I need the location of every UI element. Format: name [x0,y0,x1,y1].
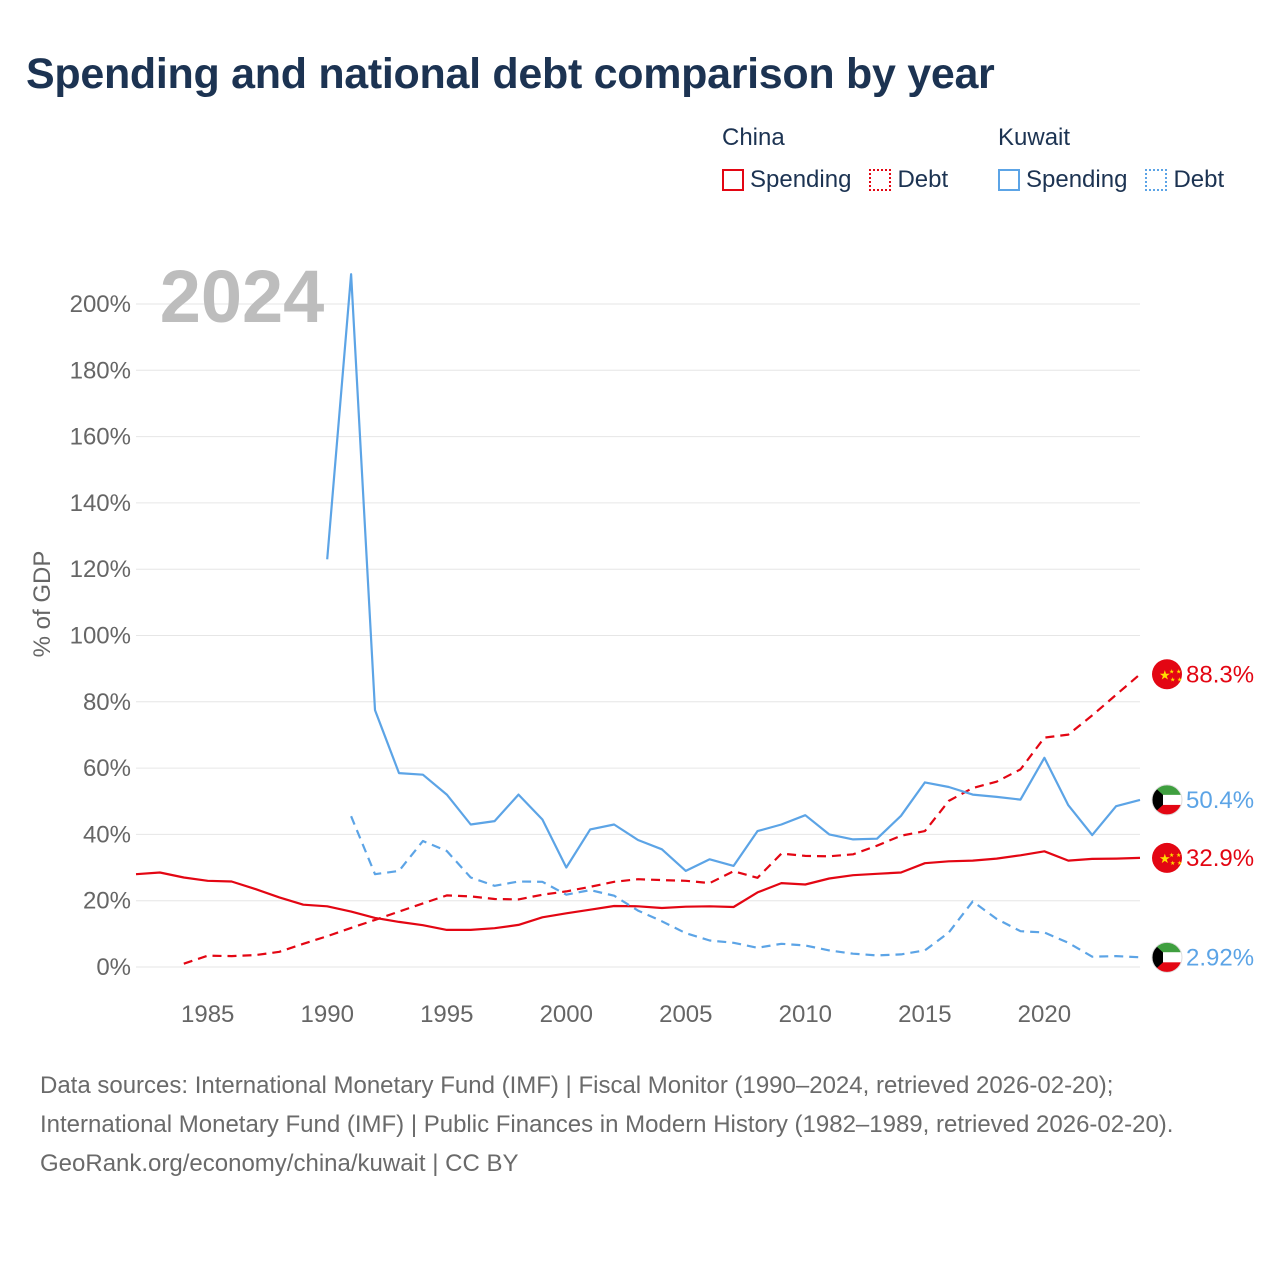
legend-country-label: China [722,124,785,151]
legend-item-label: Debt [1173,166,1225,193]
x-tick-label: 2020 [1018,1001,1071,1028]
y-axis-label: % of GDP [29,551,56,658]
legend-china: China Spending Debt [722,124,948,194]
x-tick-label: 1985 [181,1001,234,1028]
x-tick-label: 2010 [779,1001,832,1028]
legend-swatch-dotted [1145,169,1168,191]
legend-swatch-solid [722,169,744,191]
flag-star: ★ ★ [1170,860,1182,867]
legend-item-china-spending[interactable]: Spending [722,166,851,194]
footer: Data sources: International Monetary Fun… [40,1066,1240,1183]
end-label-kuwait-spending: 50.4% [1151,784,1254,816]
legend-item-label: Spending [1026,166,1128,193]
end-value-label: 32.9% [1186,845,1254,872]
flag-star: ★ [1159,667,1171,682]
legend-item-label: Spending [750,166,852,193]
end-label-china-debt: ★★ ★★ ★ 88.3% [1152,659,1254,690]
attribution: GeoRank.org/economy/china/kuwait | CC BY [40,1150,519,1177]
series-lines [135,273,1141,965]
y-tick-label: 0% [96,954,131,981]
y-tick-label: 120% [70,556,131,583]
legend-item-label: Debt [897,166,949,193]
legend-item-kuwait-spending[interactable]: Spending [998,166,1127,194]
china-flag-icon [1152,842,1182,873]
data-sources: Data sources: International Monetary Fun… [40,1072,1174,1138]
legend-item-kuwait-debt[interactable]: Debt [1145,166,1224,194]
line-chart: 2024 0% 20% 40% 60% 80% 100% 120% 140% 160% 180% 2… [29,255,1254,1028]
end-value-label: 88.3% [1186,661,1254,688]
y-tick-label: 20% [83,888,131,915]
x-tick-label: 1995 [420,1001,473,1028]
x-tick-label: 1990 [301,1001,354,1028]
y-tick-label: 140% [70,490,131,517]
kuwait-flag-icon [1152,942,1182,973]
flag-star: ★ [1159,851,1171,866]
y-tick-label: 60% [83,755,131,782]
y-tick-label: 160% [70,424,131,451]
flag-star: ★ ★ [1170,676,1182,683]
series-line-kuwait-debt[interactable] [350,815,1141,959]
kuwait-flag-icon [1152,784,1182,815]
end-label-china-spending: ★★ ★★ ★ 32.9% [1152,842,1254,873]
china-flag-icon [1152,659,1182,690]
legend-swatch-dotted [869,169,892,191]
legend-swatch-solid [998,169,1020,191]
y-tick-label: 180% [70,357,131,384]
x-tick-label: 2005 [659,1001,712,1028]
x-tick-label: 2000 [540,1001,593,1028]
flag-star: ★ ★ [1169,668,1181,675]
legend-kuwait: Kuwait Spending Debt [998,124,1224,194]
x-tick-label: 2015 [898,1001,951,1028]
series-line-china-debt[interactable] [183,673,1141,965]
x-axis-ticks: 1985 1990 1995 2000 2005 2010 2015 2020 [181,1001,1071,1028]
end-value-label: 50.4% [1186,787,1254,814]
y-tick-label: 100% [70,623,131,650]
series-line-china-spending[interactable] [135,850,1141,932]
y-axis-ticks: 0% 20% 40% 60% 80% 100% 120% 140% 160% 180% 200% [70,291,131,981]
flag-star: ★ ★ [1169,852,1181,859]
y-tick-label: 80% [83,689,131,716]
end-labels: ★★ ★★ ★ 32.9%★★ ★★ ★ 88.3%50.4%2.92% [1151,659,1254,973]
y-tick-label: 200% [70,291,131,318]
series-line-kuwait-spending[interactable] [326,273,1141,873]
legend-country-label: Kuwait [998,124,1071,151]
end-label-kuwait-debt: 2.92% [1151,941,1254,973]
grid-lines [136,303,1140,968]
y-tick-label: 40% [83,821,131,848]
year-watermark: 2024 [160,255,325,338]
end-value-label: 2.92% [1186,944,1254,971]
chart-title: Spending and national debt comparison by… [26,50,995,98]
legend-item-china-debt[interactable]: Debt [869,166,948,194]
